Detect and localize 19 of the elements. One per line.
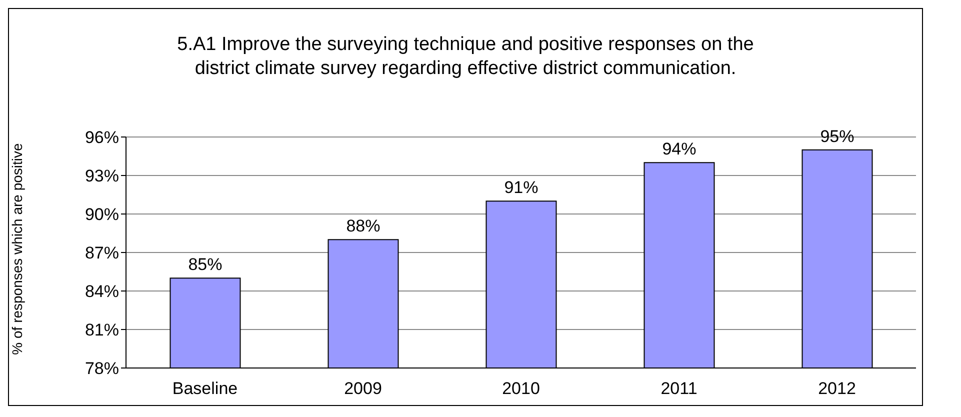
x-tick-label: 2010 xyxy=(502,379,540,398)
x-tick-label: 2009 xyxy=(344,379,382,398)
chart-title: 5.A1 Improve the surveying technique and positive responses on the district climate survey regarding effective district communication. xyxy=(176,33,755,81)
y-axis-title: % of responses which are positive xyxy=(9,143,25,355)
y-tick-label: 93% xyxy=(84,166,119,186)
x-tick-label: 2011 xyxy=(660,379,698,398)
y-tick-label: 81% xyxy=(84,320,119,340)
data-label: 91% xyxy=(504,178,538,198)
x-tick-label: Baseline xyxy=(172,379,238,398)
data-label: 95% xyxy=(820,126,854,146)
y-tick-label: 84% xyxy=(84,282,119,302)
y-tick-label: 87% xyxy=(84,244,119,263)
y-tick-label: 78% xyxy=(84,359,119,378)
data-label: 94% xyxy=(662,140,696,159)
x-tick-label: 2012 xyxy=(818,379,856,398)
y-tick-label: 96% xyxy=(84,128,119,148)
data-label: 88% xyxy=(346,216,380,236)
y-tick-label: 90% xyxy=(84,205,119,224)
data-label: 85% xyxy=(188,255,222,274)
